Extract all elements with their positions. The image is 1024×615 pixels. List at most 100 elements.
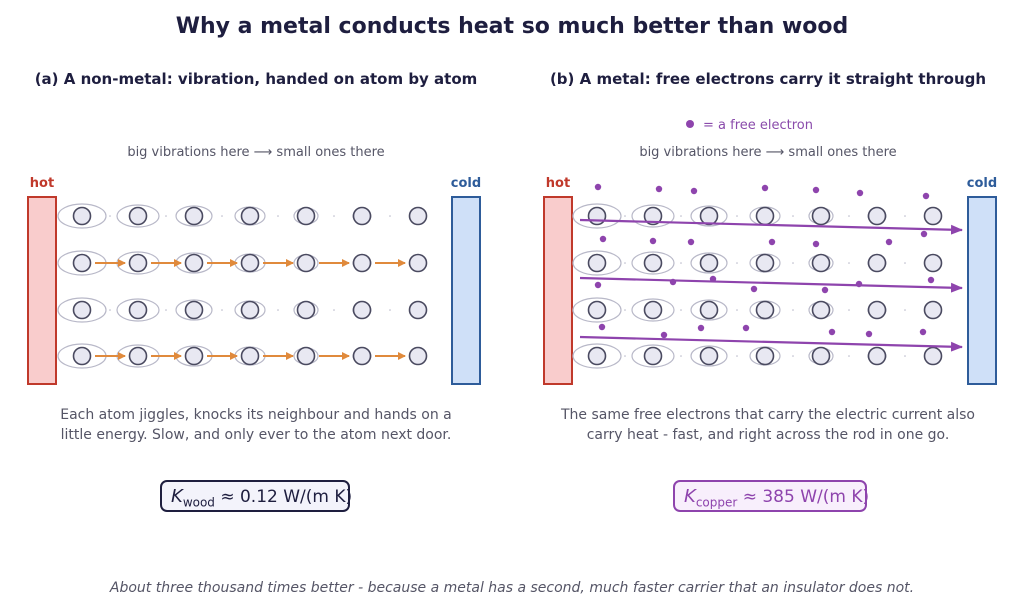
atom (240, 253, 260, 273)
panel-b-caption-line2: carry heat - fast, and right across the … (586, 427, 950, 443)
k-copper-box: Kcopper ≈ 385 W/(m K) (673, 480, 869, 512)
atom (811, 300, 831, 320)
atom (72, 300, 92, 320)
panel-b-gradient-label: big vibrations here ⟶ small ones there (639, 145, 897, 160)
k-wood-value: ≈ 0.12 W/(m K) (220, 487, 353, 507)
atom (699, 300, 719, 320)
atom (923, 346, 943, 366)
bond-dot (221, 215, 223, 217)
atom (296, 300, 316, 320)
free-electron-dot (855, 280, 863, 288)
bond-dot (389, 215, 391, 217)
k-wood-symbol: K (171, 486, 183, 507)
bond-dot (680, 309, 682, 311)
free-electron-dot (690, 187, 698, 195)
atom (408, 300, 428, 320)
atom (699, 253, 719, 273)
panel-a-gradient-label: big vibrations here ⟶ small ones there (127, 145, 385, 160)
free-electron-dot (742, 324, 750, 332)
atom (699, 346, 719, 366)
atom (587, 300, 607, 320)
atom (755, 346, 775, 366)
bond-dot (904, 262, 906, 264)
free-electron-dot (920, 230, 928, 238)
electron-flow-arrow (579, 335, 963, 352)
atom (128, 253, 148, 273)
bond-dot (165, 215, 167, 217)
bond-dot (165, 309, 167, 311)
bond-dot (904, 355, 906, 357)
footer-note: About three thousand times better - beca… (109, 580, 915, 596)
panel-b-atom-lattice (572, 203, 943, 369)
vibration-halo (57, 297, 107, 323)
vibration-halo (572, 203, 622, 229)
atom (587, 346, 607, 366)
vibration-halo (116, 298, 160, 322)
bond-dot (277, 215, 279, 217)
atom (755, 253, 775, 273)
bond-dot (792, 309, 794, 311)
atom (72, 206, 92, 226)
vibration-halo (690, 205, 728, 227)
free-electron-dot (709, 275, 717, 283)
atom (184, 300, 204, 320)
free-electron-dot (687, 238, 695, 246)
atom (240, 300, 260, 320)
panel-a-hot-reservoir (27, 196, 57, 385)
panel-a-title: (a) A non-metal: vibration, handed on at… (34, 70, 478, 88)
atom (867, 253, 887, 273)
atom (643, 346, 663, 366)
k-wood-box: Kwood ≈ 0.12 W/(m K) (160, 480, 353, 512)
free-electron-dot (669, 278, 677, 286)
free-electron-dot (885, 238, 893, 246)
atom (811, 346, 831, 366)
free-electron-legend: = a free electron (686, 118, 813, 133)
atom (867, 206, 887, 226)
atom (184, 346, 204, 366)
panel-a-caption-line1: Each atom jiggles, knocks its neighbour … (60, 407, 452, 423)
bond-dot (680, 215, 682, 217)
atom (408, 253, 428, 273)
atom (72, 253, 92, 273)
atom (240, 206, 260, 226)
vibration-halo (57, 203, 107, 229)
atom (755, 300, 775, 320)
free-electron-dot (922, 192, 930, 200)
panel-b-title: (b) A metal: free electrons carry it str… (549, 70, 987, 88)
panel-a-cold-reservoir (451, 196, 481, 385)
panel-b-hot-reservoir (543, 196, 573, 385)
free-electron-dot-icon (686, 120, 694, 128)
vibration-halo (631, 298, 675, 322)
free-electron-dot (761, 184, 769, 192)
atom (643, 206, 663, 226)
free-electron-dot (750, 285, 758, 293)
electron-flow-arrow (579, 276, 963, 293)
bond-dot (333, 309, 335, 311)
bond-dot (848, 215, 850, 217)
panel-b-free-electrons (579, 183, 963, 352)
atom (923, 300, 943, 320)
atom (923, 206, 943, 226)
atom (296, 206, 316, 226)
panel-a-caption-line2: little energy. Slow, and only ever to th… (60, 427, 452, 443)
atom (72, 346, 92, 366)
bond-dot (904, 309, 906, 311)
panel-b-hot-label: hot (546, 176, 570, 191)
atom (296, 346, 316, 366)
atom (587, 206, 607, 226)
bond-dot (221, 309, 223, 311)
panel-a-cold-label: cold (451, 176, 481, 191)
vibration-halo (572, 297, 622, 323)
atom (923, 253, 943, 273)
bond-dot (624, 262, 626, 264)
bond-dot (680, 355, 682, 357)
free-electron-dot (812, 240, 820, 248)
bond-dot (792, 355, 794, 357)
atom (867, 300, 887, 320)
atom (352, 346, 372, 366)
bond-dot (277, 309, 279, 311)
free-electron-dot (856, 189, 864, 197)
bond-dot (624, 309, 626, 311)
panel-a-hot-label: hot (30, 176, 54, 191)
vibration-halo (116, 204, 160, 228)
